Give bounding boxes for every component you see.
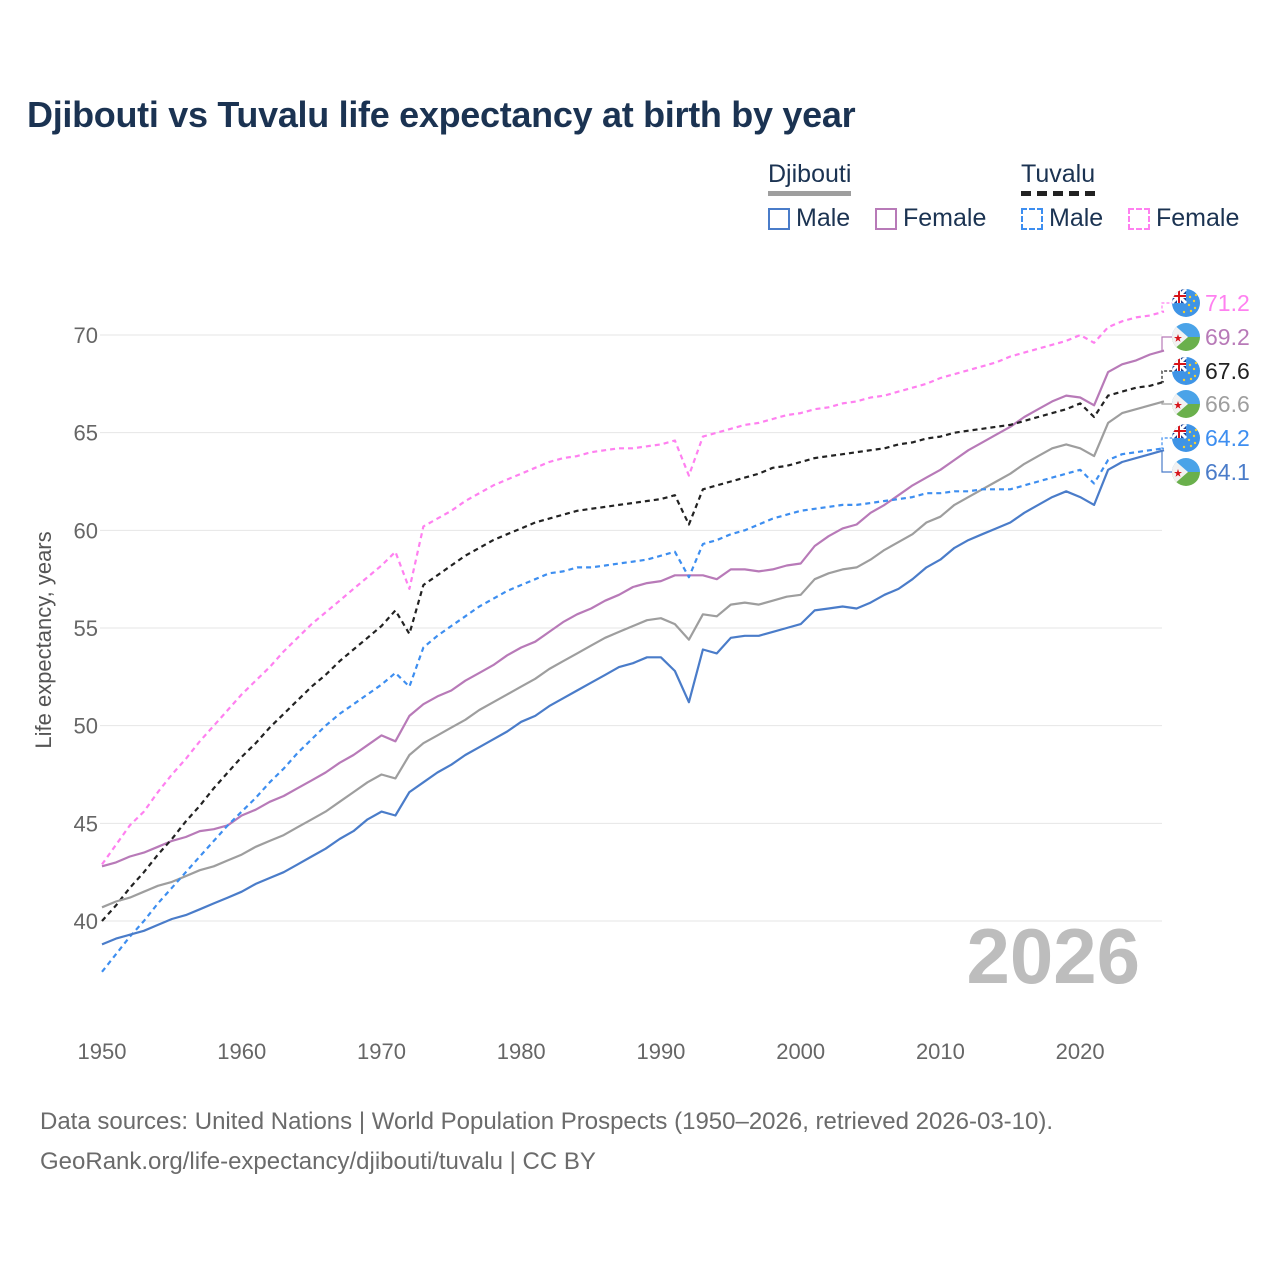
end-value-label: 66.6 (1205, 391, 1250, 417)
legend-swatch (1021, 207, 1043, 230)
y-tick-label: 45 (74, 811, 98, 836)
x-axis-ticks: 1950 1960 1970 1980 1990 2000 2010 2020 (78, 1039, 1105, 1064)
end-value-label: 71.2 (1205, 290, 1250, 316)
footer-sources: Data sources: United Nations | World Pop… (40, 1108, 1054, 1135)
label-connector (1161, 449, 1172, 473)
end-value-label: 69.2 (1205, 324, 1250, 350)
y-tick-label: 50 (74, 714, 98, 739)
legend-label: Female (1156, 204, 1240, 232)
label-connector (1161, 336, 1172, 352)
y-axis-label: Life expectancy, years (31, 531, 56, 748)
legend-item-tuvalu-male[interactable]: Male (1021, 204, 1103, 233)
x-tick-label: 2010 (916, 1039, 965, 1064)
series-line-tuvalu-female[interactable] (101, 310, 1165, 866)
x-tick-label: 1960 (217, 1039, 266, 1064)
legend-country-djibouti: Djibouti (768, 160, 852, 196)
series-line-djibouti[interactable] (101, 400, 1165, 909)
legend-swatch (875, 207, 897, 230)
legend-swatch (1128, 207, 1150, 230)
legend-country-tuvalu: Tuvalu (1021, 160, 1096, 196)
tuvalu-flag-icon (1172, 357, 1200, 385)
legend-label: Male (1049, 204, 1104, 232)
end-value-label: 64.1 (1205, 459, 1250, 485)
y-tick-label: 55 (74, 616, 98, 641)
legend-item-djibouti-female[interactable]: Female (875, 204, 986, 233)
legend-label: Male (796, 204, 851, 232)
x-tick-label: 2020 (1056, 1039, 1105, 1064)
legend-item-djibouti-male[interactable]: Male (768, 204, 850, 233)
x-tick-label: 2000 (776, 1039, 825, 1064)
end-value-label: 64.2 (1205, 425, 1250, 451)
series-line-tuvalu-male[interactable] (101, 447, 1165, 973)
series-line-tuvalu[interactable] (101, 380, 1165, 922)
x-tick-label: 1980 (497, 1039, 546, 1064)
end-labels: 71.2 69.2 67.6 66.6 64.2 64.1 (1161, 289, 1250, 486)
series-lines (101, 310, 1165, 973)
series-line-djibouti-male[interactable] (101, 449, 1165, 946)
x-tick-label: 1950 (78, 1039, 127, 1064)
y-tick-label: 60 (74, 518, 98, 543)
legend-swatch (768, 207, 790, 230)
djibouti-flag-icon (1172, 323, 1200, 351)
y-axis-ticks: 40 45 50 55 60 65 70 (74, 323, 98, 934)
label-connector (1161, 370, 1172, 383)
x-tick-label: 1970 (357, 1039, 406, 1064)
end-value-label: 67.6 (1205, 358, 1250, 384)
tuvalu-flag-icon (1172, 289, 1200, 317)
djibouti-flag-icon (1172, 458, 1200, 486)
legend-label: Female (903, 204, 987, 232)
current-year-label: 2026 (966, 912, 1140, 1000)
y-tick-label: 65 (74, 421, 98, 446)
y-tick-label: 40 (74, 909, 98, 934)
label-connector (1161, 400, 1172, 405)
x-tick-label: 1990 (636, 1039, 685, 1064)
djibouti-flag-icon (1172, 390, 1200, 418)
tuvalu-flag-icon (1172, 424, 1200, 452)
series-line-djibouti-female[interactable] (101, 349, 1165, 868)
legend-item-tuvalu-female[interactable]: Female (1128, 204, 1239, 233)
chart-title: Djibouti vs Tuvalu life expectancy at bi… (27, 94, 856, 135)
label-connector (1161, 437, 1172, 449)
y-tick-label: 70 (74, 323, 98, 348)
footer-link[interactable]: GeoRank.org/life-expectancy/djibouti/tuv… (40, 1148, 596, 1175)
label-connector (1161, 302, 1172, 313)
